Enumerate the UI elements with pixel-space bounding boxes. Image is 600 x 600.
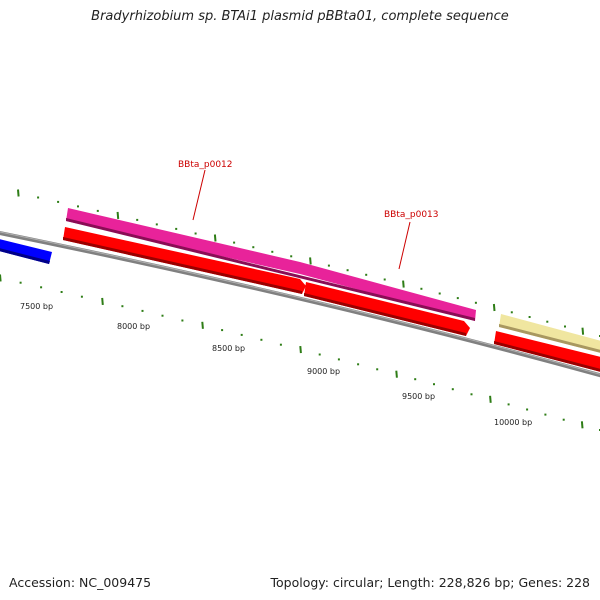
topology-summary: Topology: circular; Length: 228,826 bp; … — [270, 575, 591, 590]
upper-tick-major — [309, 257, 312, 265]
label-leader-bbta-p0012 — [192, 169, 206, 221]
lower-tick-major — [101, 297, 104, 305]
gene-label-bbta-p0012[interactable]: BBta_p0012 — [178, 160, 233, 170]
label-leader-bbta-p0013 — [398, 221, 411, 270]
upper-tick-major — [213, 234, 217, 242]
lower-tick-marks — [0, 274, 600, 431]
upper-tick-major — [17, 189, 20, 197]
gene-arrow-right[interactable] — [494, 331, 600, 373]
lower-tick-major — [201, 321, 204, 329]
ruler-label-9000: 9000 bp — [307, 367, 340, 376]
accession-text: Accession: NC_009475 — [9, 575, 152, 590]
neighbor-gene-blue[interactable] — [0, 238, 52, 264]
gene-arrow-bbta-p0012-shade — [63, 237, 302, 294]
lower-tick-major — [489, 395, 492, 403]
upper-tick-major — [492, 303, 496, 312]
ruler-label-10000: 10000 bp — [494, 418, 532, 427]
gene-label-bbta-p0013[interactable]: BBta_p0013 — [384, 210, 439, 220]
upper-tick-major — [581, 327, 585, 335]
ruler-label-8500: 8500 bp — [212, 344, 245, 353]
lower-tick-major — [299, 346, 302, 354]
backbone-line — [0, 230, 600, 378]
lower-tick-major — [395, 370, 398, 378]
lower-tick-major — [0, 274, 2, 282]
upper-tick-marks — [17, 189, 600, 337]
backbone-highlight — [0, 231, 600, 375]
gene-arrow-bbta-p0013-shade — [304, 293, 466, 336]
upper-tick-major — [402, 280, 405, 288]
ruler-label-9500: 9500 bp — [402, 392, 435, 401]
pseudo-gene-yellow[interactable] — [499, 314, 600, 354]
gene-arrow-bbta-p0013[interactable] — [304, 282, 470, 336]
gene-arrow-right-shade — [494, 341, 600, 372]
ruler-label-7500: 7500 bp — [20, 302, 53, 311]
lower-tick-major — [580, 421, 584, 429]
pseudo-gene-yellow-shade — [499, 324, 600, 353]
neighbor-gene-blue-shade — [0, 248, 50, 264]
upper-tick-major — [116, 211, 120, 219]
map-title: Bradyrhizobium sp. BTAi1 plasmid pBBta01… — [91, 9, 509, 24]
ruler-label-8000: 8000 bp — [117, 322, 150, 331]
gene-bar-pink-shade — [66, 218, 475, 321]
gene-arrow-bbta-p0012[interactable] — [63, 227, 306, 294]
gene-bar-bbta-p0013[interactable] — [300, 262, 476, 321]
gene-bar-bbta-p0012[interactable] — [66, 208, 300, 274]
